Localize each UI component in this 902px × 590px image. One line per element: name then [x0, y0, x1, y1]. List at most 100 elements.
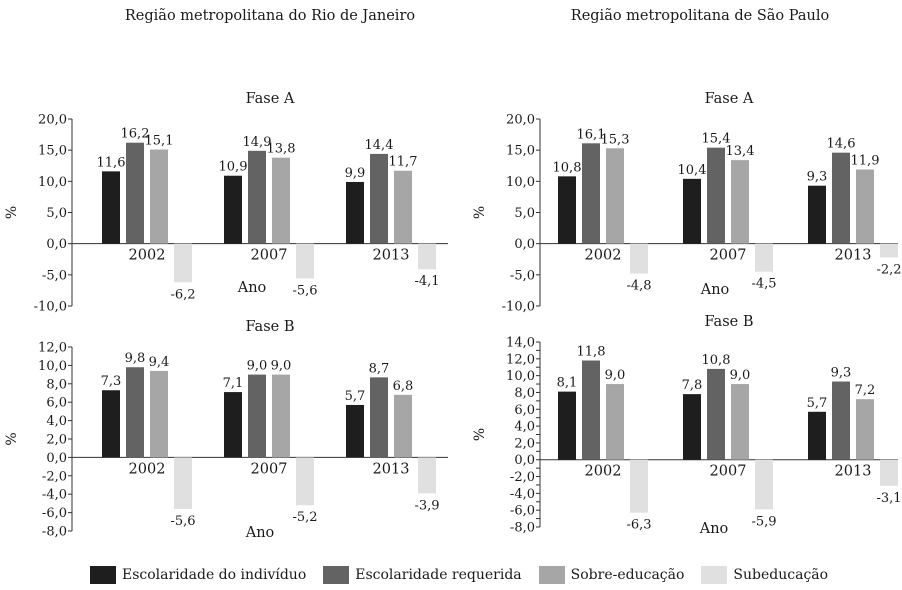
- bar-3: [418, 243, 436, 270]
- category-label: 2013: [835, 248, 872, 264]
- bar-2: [606, 148, 624, 244]
- chart-title: Fase A: [246, 91, 295, 107]
- legend-swatch: [538, 566, 565, 584]
- data-label: 16,2: [121, 127, 150, 142]
- y-tick-label: -8,0: [510, 521, 535, 536]
- y-tick-label: 10,0: [506, 369, 535, 384]
- bar-1: [832, 381, 850, 460]
- y-tick-label: 8,0: [46, 377, 67, 392]
- y-tick-label: 0,0: [514, 453, 535, 468]
- y-axis-label: %: [4, 206, 20, 219]
- bar-2: [856, 169, 874, 244]
- category-label: 2013: [373, 461, 410, 477]
- data-label: 5,7: [807, 396, 828, 411]
- bar-0: [683, 394, 701, 460]
- y-tick-label: 10,0: [38, 359, 67, 374]
- data-label: 13,8: [267, 142, 296, 157]
- data-label: 7,1: [223, 376, 244, 391]
- bar-2: [731, 160, 749, 244]
- bar-0: [808, 185, 826, 244]
- bar-2: [606, 384, 624, 460]
- data-label: 9,0: [247, 359, 268, 374]
- data-label: 14,6: [827, 137, 856, 152]
- data-label: -3,1: [876, 491, 901, 506]
- category-label: 2002: [129, 461, 166, 477]
- data-label: 9,0: [730, 368, 751, 383]
- x-axis-label: Ano: [699, 521, 729, 537]
- y-tick-label: 8,0: [514, 386, 535, 401]
- data-label: 16,1: [577, 127, 606, 142]
- data-label: -3,9: [414, 498, 439, 513]
- y-tick-label: -8,0: [42, 525, 67, 540]
- data-label: 11,8: [577, 345, 606, 360]
- data-label: 14,9: [243, 135, 272, 150]
- data-label: -4,8: [626, 279, 651, 294]
- data-label: 11,6: [97, 155, 126, 170]
- y-tick-label: -4,0: [42, 488, 67, 503]
- bar-1: [832, 152, 850, 244]
- data-label: 11,7: [389, 155, 418, 170]
- data-label: 8,7: [369, 361, 390, 376]
- data-label: 9,0: [605, 368, 626, 383]
- chart-title: Fase A: [705, 91, 754, 107]
- data-label: 9,4: [149, 355, 170, 370]
- bar-3: [880, 459, 898, 486]
- data-label: 10,9: [219, 160, 248, 175]
- chart-fase-a-sao-paulo: Fase A 20,0 15,0 10,0 5,0 0,0 -5,0 -10,0% Ano 10,…: [472, 91, 902, 315]
- bar-2: [150, 370, 168, 458]
- bar-1: [370, 377, 388, 458]
- legend-label: Subeducação: [733, 567, 829, 583]
- y-tick-label: 2,0: [514, 436, 535, 451]
- data-label: 9,0: [271, 359, 292, 374]
- region-title-sao-paulo: Região metropolitana de São Paulo: [570, 8, 830, 24]
- data-label: 11,9: [851, 153, 880, 168]
- y-tick-label: -10,0: [502, 300, 535, 315]
- data-label: 6,8: [393, 379, 414, 394]
- legend-item-subeducacao: Subeducação: [701, 566, 828, 584]
- chart-legend: Escolaridade do indivíduo Escolaridade r…: [90, 564, 845, 586]
- data-label: 9,3: [831, 366, 852, 381]
- bar-0: [808, 411, 826, 460]
- x-axis-label: Ano: [700, 282, 730, 298]
- legend-item-escolaridade-individuo: Escolaridade do indivíduo: [90, 566, 306, 584]
- data-label: -6,2: [170, 287, 195, 302]
- category-label: 2002: [129, 248, 166, 264]
- data-label: 7,3: [101, 374, 122, 389]
- legend-item-escolaridade-requerida: Escolaridade requerida: [323, 566, 522, 584]
- y-tick-label: 6,0: [514, 403, 535, 418]
- data-label: 7,2: [855, 383, 876, 398]
- bar-2: [394, 394, 412, 458]
- y-tick-label: -5,0: [510, 268, 535, 283]
- y-tick-label: -6,0: [510, 504, 535, 519]
- data-label: -2,2: [876, 262, 901, 277]
- legend-label: Escolaridade do indivíduo: [122, 567, 307, 583]
- bar-1: [707, 147, 725, 244]
- x-axis-label: Ano: [245, 525, 275, 541]
- bar-3: [630, 459, 648, 513]
- data-label: -5,2: [292, 510, 317, 525]
- bar-3: [296, 457, 314, 506]
- data-label: 15,4: [702, 132, 731, 147]
- y-tick-label: 14,0: [506, 336, 535, 351]
- y-tick-label: -2,0: [42, 469, 67, 484]
- data-label: 13,4: [726, 144, 755, 159]
- bar-1: [582, 143, 600, 244]
- y-tick-label: 2,0: [46, 433, 67, 448]
- bar-2: [272, 157, 290, 244]
- bar-0: [224, 392, 242, 458]
- bar-2: [394, 170, 412, 244]
- bar-1: [582, 360, 600, 460]
- y-tick-label: 20,0: [38, 113, 67, 128]
- data-label: -4,1: [414, 274, 439, 289]
- y-tick-label: 15,0: [506, 144, 535, 159]
- chart-fase-b-sao-paulo: Fase B 14,012,0 10,0 8,0 6,0 4,02,0 0,0 -2,0 -4,…: [472, 314, 902, 537]
- bar-3: [174, 243, 192, 283]
- bar-3: [755, 243, 773, 272]
- y-tick-label: 0,0: [514, 237, 535, 252]
- region-title-rio: Região metropolitana do Rio de Janeiro: [124, 8, 416, 24]
- y-tick-label: 12,0: [506, 352, 535, 367]
- bar-1: [126, 142, 144, 244]
- y-tick-label: -4,0: [510, 487, 535, 502]
- data-label: 9,9: [345, 166, 366, 181]
- chart-fase-b-rio: Fase B 12,0 10,0 8,0 6,0 4,0 2,0 0,0 -2,0 -4,0 -6,…: [4, 319, 448, 541]
